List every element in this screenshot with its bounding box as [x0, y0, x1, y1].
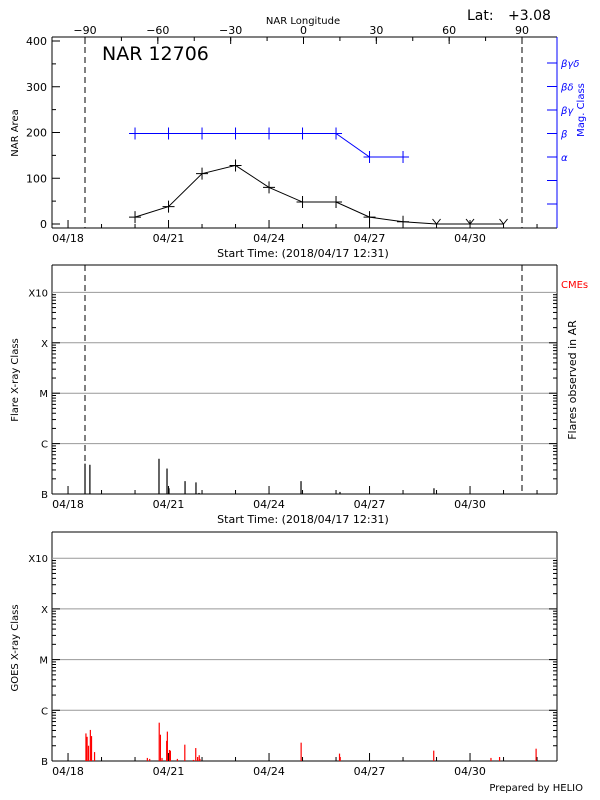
- flare-y-tick-label: X10: [28, 288, 48, 299]
- y-tick-label: 200: [26, 127, 47, 140]
- top-x-tick-label: −60: [146, 24, 169, 37]
- x-tick-label-area: 04/30: [454, 232, 486, 245]
- mag-class-marker: [330, 127, 343, 140]
- mag-class-label: βδ: [560, 83, 574, 94]
- flare-y-tick-label: C: [41, 440, 48, 451]
- mag-class-marker: [129, 127, 142, 140]
- mag-class-label: β: [560, 130, 568, 141]
- y-tick-label: 0: [40, 218, 47, 231]
- x-tick-label-goes: 04/21: [153, 765, 185, 778]
- cme-label: CMEs: [561, 280, 588, 291]
- area-point-marker: [330, 196, 343, 209]
- mag-class-marker: [196, 127, 209, 140]
- x-tick-label-flare: 04/21: [153, 498, 185, 511]
- y-axis-label-flare: Flare X-ray Class: [10, 338, 21, 422]
- goes-y-tick-label: C: [41, 706, 48, 717]
- area-point-marker: [499, 218, 508, 225]
- area-point-marker: [363, 211, 376, 224]
- x-tick-label-flare: 04/18: [52, 498, 84, 511]
- top-x-tick-label: 60: [442, 24, 456, 37]
- area-point-marker: [296, 196, 309, 209]
- lat-value: +3.08: [508, 8, 551, 24]
- area-point-marker: [229, 159, 242, 172]
- area-point-marker: [397, 215, 410, 228]
- flare-y-tick-label: B: [41, 490, 48, 501]
- goes-y-tick-label: M: [39, 656, 48, 667]
- chart-title: NAR 12706: [102, 43, 209, 65]
- y2-axis-label-flares-ar: Flares observed in AR: [566, 320, 579, 440]
- y-tick-label: 100: [26, 172, 47, 185]
- mag-class-marker: [397, 151, 410, 163]
- mag-class-marker: [296, 127, 309, 140]
- goes-y-tick-label: X10: [28, 554, 48, 565]
- mag-class-label: βγδ: [560, 59, 579, 70]
- y-axis-label-goes: GOES X-ray Class: [10, 604, 21, 691]
- x-tick-label-area: 04/18: [52, 232, 84, 245]
- x-tick-label-flare: 04/24: [253, 498, 285, 511]
- area-point-marker: [465, 218, 475, 225]
- x-tick-label-area: 04/24: [253, 232, 285, 245]
- x-axis-title-2: Start Time: (2018/04/17 12:31): [217, 513, 389, 526]
- x-tick-label-area: 04/27: [354, 232, 386, 245]
- goes-y-tick-label: X: [41, 605, 48, 616]
- top-axis-title: NAR Longitude: [266, 16, 340, 27]
- top-x-tick-label: 0: [300, 24, 307, 37]
- area-point-marker: [196, 167, 209, 180]
- mag-class-marker: [162, 127, 175, 140]
- top-x-tick-label: −90: [73, 24, 96, 37]
- x-tick-label-flare: 04/30: [454, 498, 486, 511]
- y2-axis-label-mag: Mag. Class: [576, 83, 587, 137]
- top-x-tick-label: 30: [369, 24, 383, 37]
- x-tick-label-goes: 04/27: [354, 765, 386, 778]
- area-point-marker: [162, 200, 175, 213]
- area-point-marker: [129, 211, 142, 224]
- flare-y-tick-label: M: [39, 389, 48, 400]
- mag-class-label: α: [561, 153, 568, 164]
- top-x-tick-label: 90: [515, 24, 529, 37]
- y-tick-label: 300: [26, 81, 47, 94]
- x-tick-label-goes: 04/30: [454, 765, 486, 778]
- mag-class-marker: [363, 151, 376, 163]
- area-point-marker: [263, 181, 276, 194]
- x-tick-label-goes: 04/24: [253, 765, 285, 778]
- x-axis-title-1: Start Time: (2018/04/17 12:31): [217, 247, 389, 260]
- footer-credit: Prepared by HELIO: [489, 783, 583, 794]
- y-axis-label-area: NAR Area: [10, 109, 21, 156]
- top-x-tick-label: −30: [219, 24, 242, 37]
- lat-label: Lat:: [467, 8, 494, 24]
- flare-y-tick-label: X: [41, 339, 48, 350]
- mag-class-marker: [229, 127, 242, 140]
- mag-class-label: βγ: [560, 106, 574, 117]
- x-tick-label-area: 04/21: [153, 232, 185, 245]
- y-tick-label: 400: [26, 35, 47, 48]
- x-tick-label-flare: 04/27: [354, 498, 386, 511]
- goes-y-tick-label: B: [41, 757, 48, 768]
- mag-class-marker: [263, 127, 276, 140]
- x-tick-label-goes: 04/18: [52, 765, 84, 778]
- area-line: [134, 164, 504, 225]
- area-point-marker: [432, 218, 441, 225]
